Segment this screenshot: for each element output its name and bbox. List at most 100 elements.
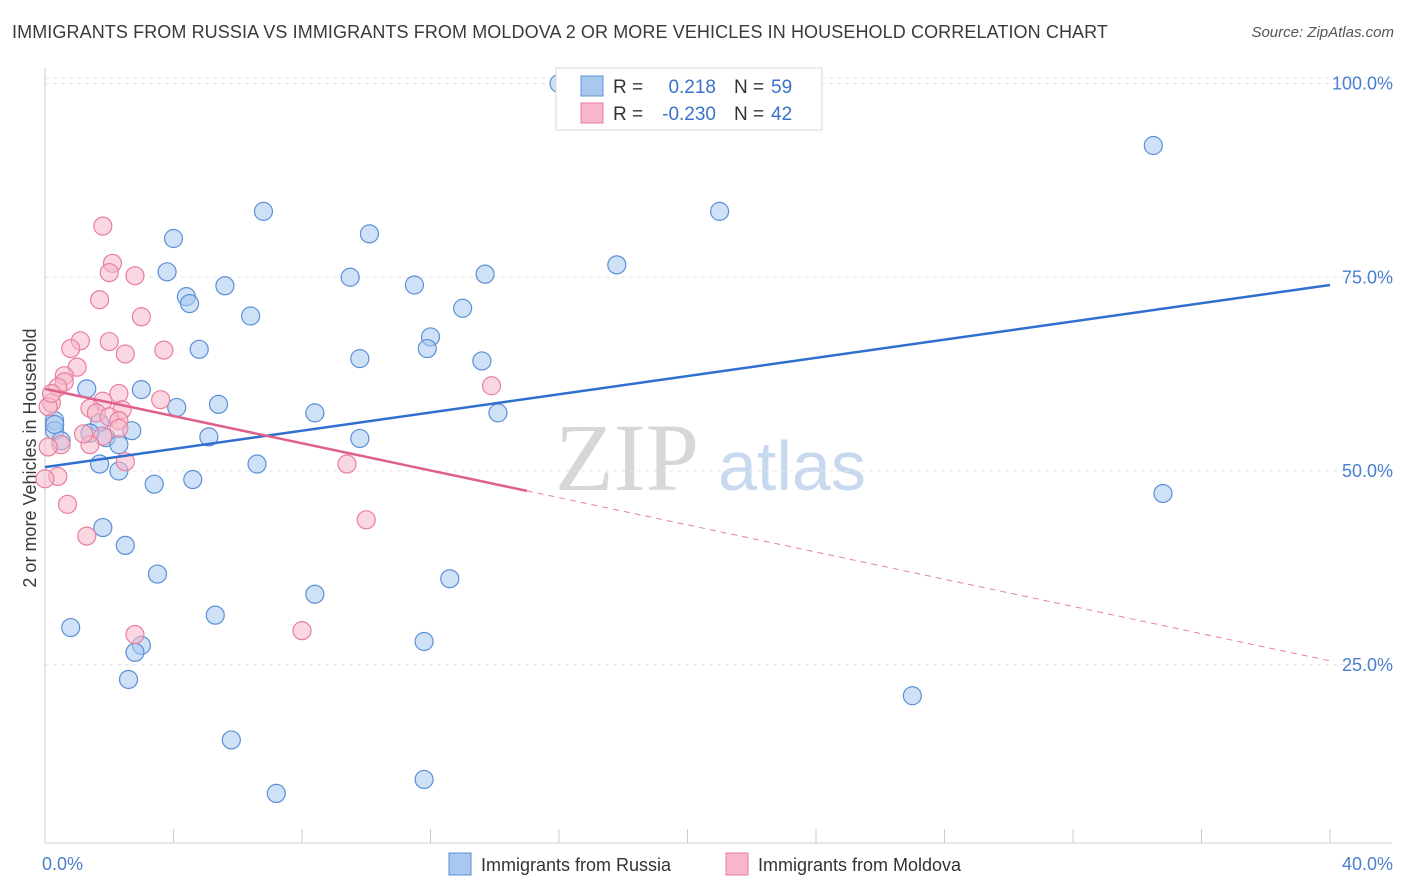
russia-point-26 [488,403,508,423]
x-tick-labels: 0.0% 40.0% [42,854,1393,874]
russia-point-16 [417,338,437,359]
trendlines [44,283,1331,662]
legend-moldova-r-value: -0.230 [662,104,716,125]
russia-trendline [44,283,1331,469]
russia-point-1 [1143,135,1163,156]
moldova-point-17 [151,390,171,410]
moldova-point-2 [99,263,119,283]
watermark: ZIP atlas [555,404,866,511]
russia-point-6 [157,262,177,282]
russia-point-14 [241,306,261,326]
moldova-point-36 [356,510,376,530]
y-tick-label-2: 75.0% [1342,267,1393,287]
moldova-point-39 [292,621,312,641]
russia-point-36 [109,435,129,455]
y-tick-label-3: 100.0% [1332,74,1393,94]
series-legend: Immigrants from Russia Immigrants from M… [448,852,962,876]
russia-point-34 [350,428,370,449]
russia-point-56 [414,769,434,790]
russia-point-20 [607,255,627,275]
legend-moldova-r-label: R = [613,104,643,125]
russia-point-2 [253,201,274,221]
russia-point-46 [440,569,460,589]
legend-moldova-n-label: N = [734,104,764,125]
russia-point-58 [45,414,65,435]
russia-point-54 [118,669,139,690]
russia-point-40 [144,474,164,494]
russia-point-23 [208,394,229,414]
bottom-legend-russia-swatch [448,852,472,876]
moldova-point-7 [99,331,119,352]
moldova-point-15 [481,376,502,396]
moldova-point-10 [115,344,135,364]
moldova-point-8 [61,338,81,359]
russia-point-41 [183,469,203,490]
moldova-point-37 [77,526,97,546]
russia-point-55 [221,730,241,750]
series-moldova-points [35,216,502,645]
russia-point-24 [167,397,187,418]
moldova-point-41 [73,424,94,444]
moldova-trendline-dashed [526,490,1331,662]
russia-point-47 [305,584,325,604]
watermark-zip: ZIP [555,404,699,511]
moldova-point-4 [90,290,110,310]
moldova-point-38 [125,624,145,645]
russia-point-43 [93,517,113,538]
legend-moldova-swatch [580,102,604,124]
russia-point-8 [475,264,495,284]
moldova-trendline-solid [44,387,528,493]
moldova-point-34 [35,469,55,489]
watermark-atlas: atlas [718,427,866,505]
moldova-point-0 [93,216,113,236]
russia-point-49 [61,617,81,638]
moldova-point-26 [109,418,129,438]
y-tick-labels: 25.0% 50.0% 75.0% 100.0% [1332,74,1393,675]
chart-title: IMMIGRANTS FROM RUSSIA VS IMMIGRANTS FRO… [12,22,1109,42]
russia-point-38 [247,454,267,474]
russia-point-42 [1153,483,1173,504]
russia-point-19 [472,351,492,371]
legend-russia-n-label: N = [734,77,764,98]
russia-point-7 [340,267,360,287]
correlation-legend: R = 0.218 N = 59 R = -0.230 N = 42 [555,67,823,131]
russia-point-57 [266,783,286,804]
russia-point-25 [305,403,325,423]
russia-point-45 [147,564,168,584]
y-tick-label-1: 50.0% [1342,461,1393,481]
moldova-point-9 [154,340,174,360]
russia-point-10 [215,276,235,296]
russia-point-52 [125,642,145,662]
russia-point-17 [189,339,209,359]
russia-point-18 [350,349,370,369]
moldova-point-5 [131,307,151,327]
legend-russia-swatch [580,75,604,97]
bottom-legend-moldova-label: Immigrants from Moldova [758,855,962,875]
russia-point-53 [902,686,922,706]
legend-moldova-n-value: 42 [771,104,792,125]
russia-point-22 [131,380,151,400]
russia-point-50 [414,631,434,652]
x-tick-label-0: 0.0% [42,854,83,874]
russia-point-48 [205,605,225,625]
bottom-legend-russia-label: Immigrants from Russia [481,855,672,875]
y-axis-title: 2 or more Vehicles in Household [20,328,40,587]
y-tick-label-0: 25.0% [1342,655,1393,675]
russia-point-44 [115,535,135,556]
russia-point-9 [404,275,425,295]
moldova-point-16 [109,383,129,404]
russia-point-5 [163,228,184,249]
russia-point-3 [710,201,730,221]
russia-point-4 [359,224,380,244]
russia-point-13 [453,298,473,318]
source-label: Source: ZipAtlas.com [1251,24,1394,41]
moldova-point-35 [57,494,78,514]
moldova-point-40 [41,383,62,404]
legend-russia-r-value: 0.218 [668,77,716,98]
legend-russia-n-value: 59 [771,77,792,98]
legend-russia-r-label: R = [613,77,643,98]
x-tick-label-1: 40.0% [1342,854,1393,874]
russia-point-33 [199,427,219,447]
bottom-legend-moldova-swatch [725,852,749,876]
moldova-point-30 [38,437,58,457]
